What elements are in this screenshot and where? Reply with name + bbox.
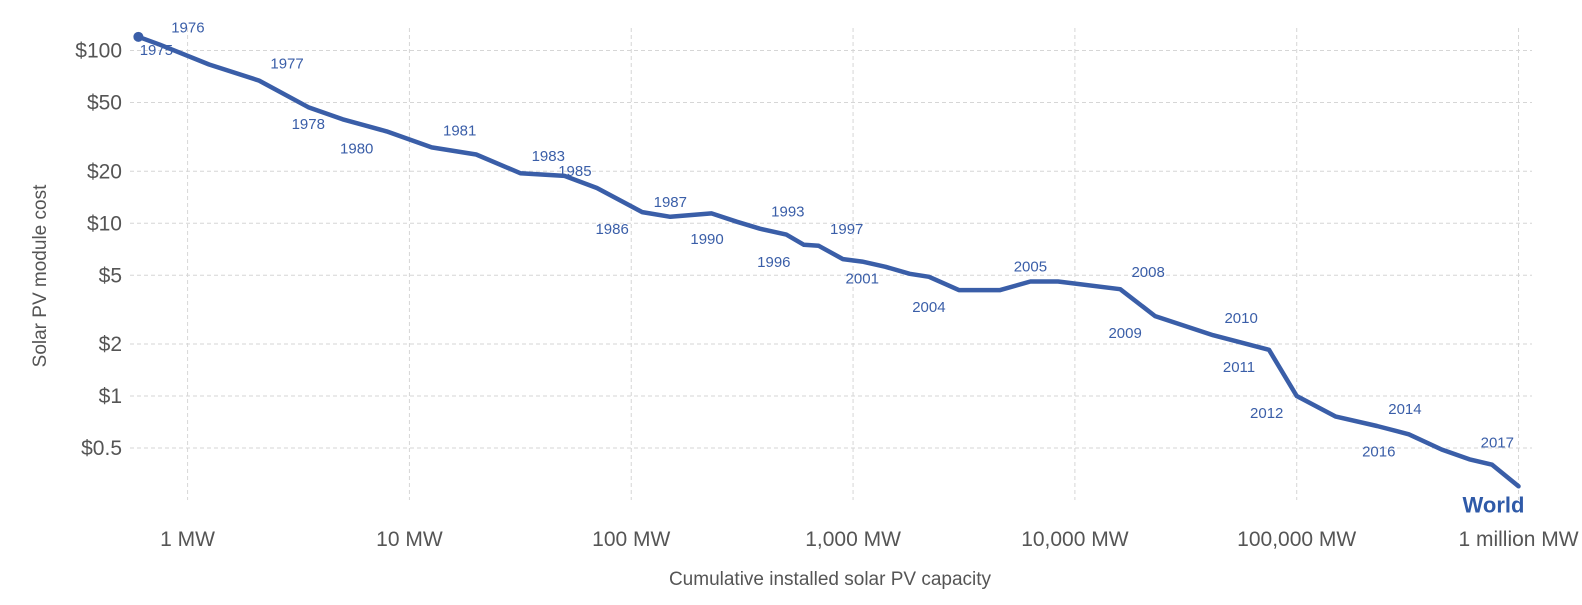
year-label: 1983 [532, 148, 565, 165]
x-tick-label: 1,000 MW [805, 528, 901, 551]
x-tick-label: 100 MW [592, 528, 670, 551]
year-label: 1977 [270, 56, 303, 73]
year-label: 2008 [1131, 264, 1164, 281]
y-tick-label: $100 [75, 40, 122, 63]
year-label: 2004 [912, 299, 945, 316]
year-label: 2005 [1014, 259, 1047, 276]
year-label: 2012 [1250, 405, 1283, 422]
y-tick-label: $5 [99, 264, 122, 287]
year-label: 1976 [171, 20, 204, 37]
year-label: 1975 [140, 42, 173, 59]
year-label: 2014 [1388, 401, 1421, 418]
year-label: 2017 [1481, 434, 1514, 451]
x-axis-tick-labels: 1 MW 10 MW 100 MW 1,000 MW 10,000 MW 100,000 … [160, 528, 1579, 551]
gridlines [130, 28, 1532, 500]
x-axis-title: Cumulative installed solar PV capacity [669, 569, 992, 590]
x-tick-label: 100,000 MW [1237, 528, 1356, 551]
y-tick-label: $0.5 [81, 437, 122, 460]
series-lines [133, 31, 1521, 489]
series-start-point [133, 31, 144, 42]
y-tick-label: $2 [99, 333, 122, 356]
y-tick-label: $10 [87, 212, 122, 235]
year-label: 1996 [757, 254, 790, 271]
x-tick-label: 1 MW [160, 528, 215, 551]
y-axis-tick-labels: $100 $50 $20 $10 $5 $2 $1 $0.5 [75, 40, 122, 460]
series-label-world: World [1463, 492, 1525, 517]
year-label: 1993 [771, 204, 804, 221]
year-label: 1986 [595, 221, 628, 238]
y-axis-title: Solar PV module cost [30, 184, 51, 367]
y-tick-label: $1 [99, 385, 122, 408]
series-line-world [136, 34, 1521, 489]
y-tick-label: $50 [87, 92, 122, 115]
year-label: 2016 [1362, 443, 1395, 460]
year-label: 1980 [340, 140, 373, 157]
year-label: 2001 [846, 271, 879, 288]
year-label: 1985 [558, 163, 591, 180]
year-label: 1987 [654, 194, 687, 211]
year-label: 2009 [1108, 325, 1141, 342]
year-label: 1978 [292, 116, 325, 133]
year-label: 1981 [443, 122, 476, 139]
year-label: 2010 [1224, 310, 1257, 327]
x-tick-label: 1 million MW [1458, 528, 1578, 551]
year-label: 1990 [690, 231, 723, 248]
year-label: 1997 [830, 221, 863, 238]
x-tick-label: 10,000 MW [1021, 528, 1129, 551]
x-tick-label: 10 MW [376, 528, 443, 551]
year-label: 2011 [1223, 359, 1255, 376]
y-tick-label: $20 [87, 160, 122, 183]
